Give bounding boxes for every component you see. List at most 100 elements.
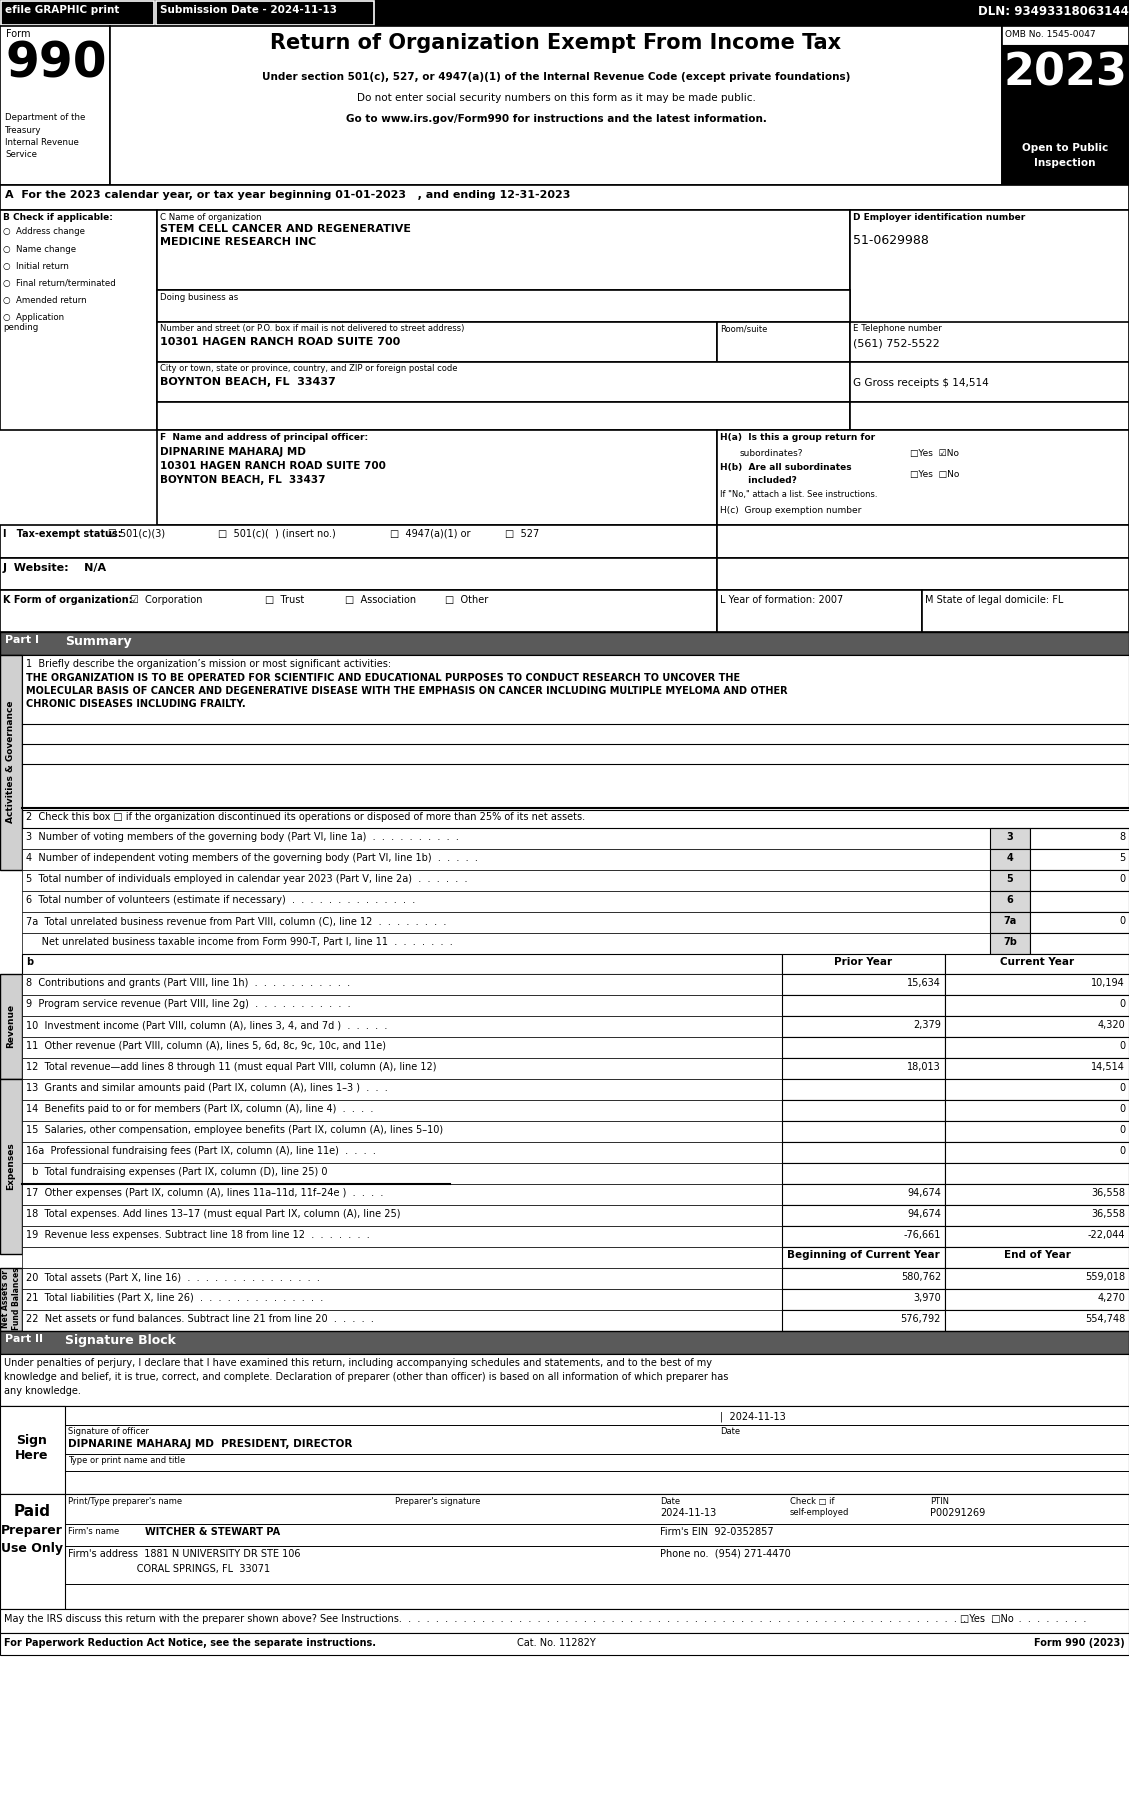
Text: Net Assets or
Fund Balances: Net Assets or Fund Balances <box>1 1267 20 1330</box>
Text: 4  Number of independent voting members of the governing body (Part VI, line 1b): 4 Number of independent voting members o… <box>26 852 478 863</box>
Text: Internal Revenue: Internal Revenue <box>5 139 79 148</box>
Text: OMB No. 1545-0047: OMB No. 1545-0047 <box>1005 31 1095 40</box>
Text: included?: included? <box>720 476 797 485</box>
Bar <box>945 1184 1129 1206</box>
Text: Form: Form <box>6 29 30 40</box>
Text: any knowledge.: any knowledge. <box>5 1386 81 1397</box>
Text: 3,970: 3,970 <box>913 1294 940 1303</box>
Bar <box>157 402 850 431</box>
Text: Current Year: Current Year <box>1000 957 1074 968</box>
Text: 10,194: 10,194 <box>1092 978 1124 987</box>
Text: 21  Total liabilities (Part X, line 26)  .  .  .  .  .  .  .  .  .  .  .  .  .  : 21 Total liabilities (Part X, line 26) .… <box>26 1294 323 1303</box>
Bar <box>21 1162 782 1184</box>
Text: 559,018: 559,018 <box>1085 1272 1124 1281</box>
Bar <box>21 1288 782 1310</box>
Text: 3: 3 <box>1007 833 1014 842</box>
Text: Inspection: Inspection <box>1034 159 1096 168</box>
Text: WITCHER & STEWART PA: WITCHER & STEWART PA <box>145 1526 280 1537</box>
Bar <box>157 290 850 323</box>
Text: Signature Block: Signature Block <box>65 1333 176 1348</box>
Text: Signature of officer: Signature of officer <box>68 1427 149 1436</box>
Bar <box>21 827 990 849</box>
Text: Firm's address  1881 N UNIVERSITY DR STE 106: Firm's address 1881 N UNIVERSITY DR STE … <box>68 1550 300 1559</box>
Bar <box>782 1162 945 1184</box>
Bar <box>717 524 1129 559</box>
Bar <box>782 1121 945 1142</box>
Bar <box>850 362 1129 402</box>
Text: 36,558: 36,558 <box>1091 1209 1124 1218</box>
Text: 0: 0 <box>1119 1105 1124 1114</box>
Bar <box>21 1079 782 1099</box>
Text: Service: Service <box>5 150 37 159</box>
Text: Date: Date <box>720 1427 741 1436</box>
Bar <box>990 870 1030 890</box>
Text: Sign
Here: Sign Here <box>16 1434 49 1461</box>
Bar <box>21 1142 782 1162</box>
Bar <box>0 633 1129 654</box>
Text: □  Trust: □ Trust <box>265 595 304 605</box>
Text: 18  Total expenses. Add lines 13–17 (must equal Part IX, column (A), line 25): 18 Total expenses. Add lines 13–17 (must… <box>26 1209 401 1218</box>
Text: 36,558: 36,558 <box>1091 1188 1124 1198</box>
Text: 2024-11-13: 2024-11-13 <box>660 1508 716 1517</box>
Text: Summary: Summary <box>65 634 132 649</box>
Bar <box>782 1269 945 1288</box>
Bar <box>782 995 945 1016</box>
Bar <box>782 1058 945 1079</box>
Bar <box>21 1184 782 1206</box>
Text: 4,320: 4,320 <box>1097 1020 1124 1031</box>
Bar <box>157 362 850 402</box>
Bar <box>782 953 945 975</box>
Text: b  Total fundraising expenses (Part IX, column (D), line 25) 0: b Total fundraising expenses (Part IX, c… <box>26 1168 327 1177</box>
Bar <box>990 890 1030 912</box>
Bar <box>21 1225 782 1247</box>
Bar <box>782 1099 945 1121</box>
Bar <box>945 1079 1129 1099</box>
Text: Preparer's signature: Preparer's signature <box>395 1497 480 1506</box>
Text: 11  Other revenue (Part VIII, column (A), lines 5, 6d, 8c, 9c, 10c, and 11e): 11 Other revenue (Part VIII, column (A),… <box>26 1042 386 1051</box>
Text: Check □ if: Check □ if <box>790 1497 834 1506</box>
Text: J  Website:    N/A: J Website: N/A <box>3 562 107 573</box>
Bar <box>21 849 990 870</box>
Text: I   Tax-exempt status:: I Tax-exempt status: <box>3 530 122 539</box>
Bar <box>21 890 990 912</box>
Text: Date: Date <box>660 1497 680 1506</box>
Bar <box>945 1036 1129 1058</box>
Text: May the IRS discuss this return with the preparer shown above? See Instructions.: May the IRS discuss this return with the… <box>5 1615 1086 1624</box>
Bar <box>0 186 1129 211</box>
Text: 22  Net assets or fund balances. Subtract line 21 from line 20  .  .  .  .  .: 22 Net assets or fund balances. Subtract… <box>26 1314 374 1324</box>
Bar <box>0 524 717 559</box>
Bar <box>990 912 1030 933</box>
Text: |  2024-11-13: | 2024-11-13 <box>720 1411 786 1422</box>
Bar <box>0 1609 1129 1633</box>
Bar <box>0 559 717 589</box>
Bar <box>850 402 1129 431</box>
Bar <box>21 1310 782 1332</box>
Text: CHRONIC DISEASES INCLUDING FRAILTY.: CHRONIC DISEASES INCLUDING FRAILTY. <box>26 699 246 708</box>
Bar <box>850 323 1129 362</box>
Text: ○  Application
pending: ○ Application pending <box>3 314 64 332</box>
Text: 8: 8 <box>1119 833 1124 842</box>
Text: 0: 0 <box>1119 915 1124 926</box>
Text: Treasury: Treasury <box>5 126 42 135</box>
Text: 15  Salaries, other compensation, employee benefits (Part IX, column (A), lines : 15 Salaries, other compensation, employe… <box>26 1124 443 1135</box>
Text: 0: 0 <box>1119 1083 1124 1094</box>
Bar <box>21 870 990 890</box>
Bar <box>990 827 1030 849</box>
Bar <box>1030 827 1129 849</box>
Bar <box>945 995 1129 1016</box>
Bar <box>1003 25 1129 186</box>
Bar <box>782 1247 945 1269</box>
Text: F  Name and address of principal officer:: F Name and address of principal officer: <box>160 432 368 441</box>
Bar <box>1030 933 1129 953</box>
Bar <box>945 1162 1129 1184</box>
Text: Return of Organization Exempt From Income Tax: Return of Organization Exempt From Incom… <box>271 32 841 52</box>
Bar <box>1030 849 1129 870</box>
Text: Activities & Governance: Activities & Governance <box>7 701 16 824</box>
Text: 0: 0 <box>1119 1124 1124 1135</box>
Bar <box>0 1494 65 1609</box>
Text: A  For the 2023 calendar year, or tax year beginning 01-01-2023   , and ending 1: A For the 2023 calendar year, or tax yea… <box>5 189 570 200</box>
Bar <box>782 975 945 995</box>
Bar <box>21 1121 782 1142</box>
Bar <box>945 1288 1129 1310</box>
Bar <box>157 211 850 290</box>
